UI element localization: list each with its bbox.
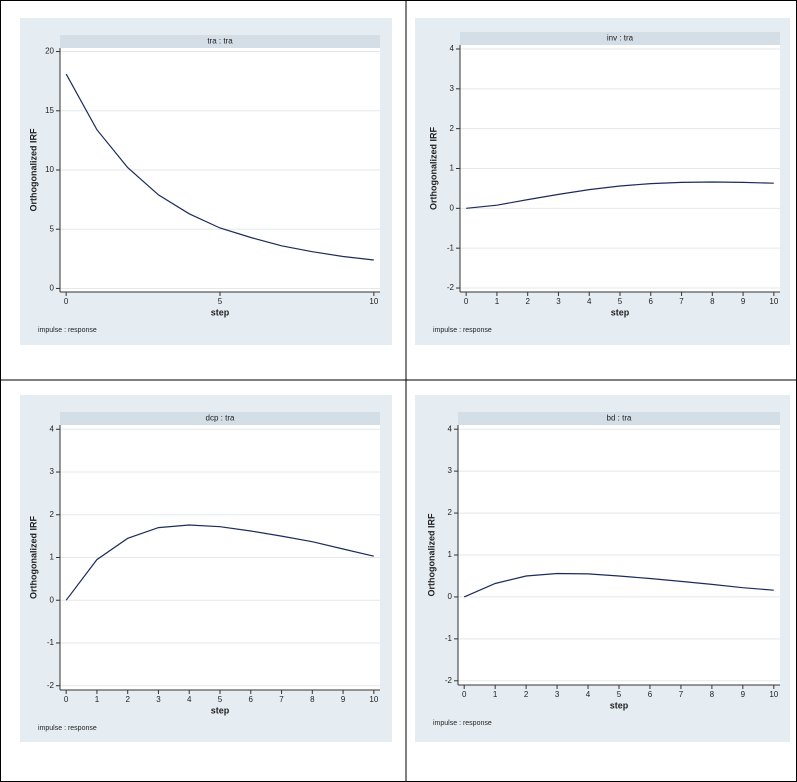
x-tick-label: 7 <box>679 297 684 306</box>
x-tick-label: 4 <box>187 695 192 704</box>
x-tick-label: 2 <box>125 695 130 704</box>
x-tick-label: 6 <box>648 690 653 699</box>
y-tick-label: 3 <box>50 467 55 476</box>
x-tick-label: 4 <box>587 297 592 306</box>
y-tick-label: -2 <box>447 283 455 292</box>
x-tick-label: 5 <box>218 695 223 704</box>
y-tick-label: -1 <box>445 634 453 643</box>
y-axis-label: Orthogonalized IRF <box>426 513 436 596</box>
y-tick-label: 2 <box>448 508 453 517</box>
x-tick-label: 7 <box>679 690 684 699</box>
x-tick-label: 5 <box>617 690 622 699</box>
note: impulse : response <box>433 327 492 334</box>
x-tick-label: 1 <box>95 695 100 704</box>
x-tick-label: 8 <box>310 695 315 704</box>
x-tick-label: 0 <box>64 695 69 704</box>
panel-title: dcp : tra <box>206 414 235 423</box>
panel-title: bd : tra <box>607 414 632 423</box>
y-tick-label: -1 <box>47 638 55 647</box>
y-tick-label: 1 <box>450 164 455 173</box>
x-tick-label: 6 <box>249 695 254 704</box>
y-tick-label: 3 <box>448 466 453 475</box>
x-axis-label: step <box>211 307 230 317</box>
y-axis-label: Orthogonalized IRF <box>28 516 38 599</box>
x-tick-label: 2 <box>525 297 530 306</box>
x-axis-label: step <box>211 705 230 715</box>
x-tick-label: 9 <box>741 297 746 306</box>
x-tick-label: 8 <box>710 297 715 306</box>
x-tick-label: 0 <box>464 297 469 306</box>
y-tick-label: -1 <box>447 243 455 252</box>
x-tick-label: 5 <box>618 297 623 306</box>
y-axis-label: Orthogonalized IRF <box>28 128 38 211</box>
x-tick-label: 4 <box>586 690 591 699</box>
x-tick-label: 3 <box>556 297 561 306</box>
y-tick-label: 2 <box>450 124 455 133</box>
x-tick-label: 0 <box>64 297 69 306</box>
figure: tra : tra051015200510stepOrthogonalized … <box>0 0 797 782</box>
x-tick-label: 3 <box>156 695 161 704</box>
x-tick-label: 7 <box>279 695 284 704</box>
x-tick-label: 9 <box>741 690 746 699</box>
y-tick-label: 0 <box>450 203 455 212</box>
x-tick-label: 3 <box>555 690 560 699</box>
x-tick-label: 10 <box>369 297 378 306</box>
note: impulse : response <box>38 327 97 334</box>
y-tick-label: 4 <box>50 424 55 433</box>
y-tick-label: -2 <box>445 676 453 685</box>
x-tick-label: 10 <box>769 690 778 699</box>
y-axis-label: Orthogonalized IRF <box>428 127 438 210</box>
y-tick-label: 4 <box>448 424 453 433</box>
x-tick-label: 8 <box>710 690 715 699</box>
x-tick-label: 5 <box>218 297 223 306</box>
note: impulse : response <box>38 725 97 732</box>
y-tick-label: 2 <box>50 510 55 519</box>
x-tick-label: 2 <box>524 690 529 699</box>
y-tick-label: 3 <box>450 84 455 93</box>
y-tick-label: -2 <box>47 681 55 690</box>
y-tick-label: 5 <box>50 224 55 233</box>
y-tick-label: 1 <box>50 553 55 562</box>
y-tick-label: 15 <box>45 106 54 115</box>
x-tick-label: 9 <box>341 695 346 704</box>
x-tick-label: 0 <box>462 690 467 699</box>
note: impulse : response <box>433 720 492 727</box>
y-tick-label: 20 <box>45 47 54 56</box>
x-tick-label: 1 <box>495 297 500 306</box>
y-tick-label: 0 <box>50 595 55 604</box>
panel-title: inv : tra <box>607 34 634 43</box>
y-tick-label: 0 <box>448 592 453 601</box>
x-axis-label: step <box>610 700 629 710</box>
x-axis-label: step <box>611 307 630 317</box>
x-tick-label: 10 <box>369 695 378 704</box>
y-tick-label: 1 <box>448 550 453 559</box>
panel-title: tra : tra <box>207 37 233 46</box>
y-tick-label: 4 <box>450 44 455 53</box>
y-tick-label: 0 <box>50 284 55 293</box>
x-tick-label: 1 <box>493 690 498 699</box>
x-tick-label: 10 <box>769 297 778 306</box>
y-tick-label: 10 <box>45 165 54 174</box>
x-tick-label: 6 <box>649 297 654 306</box>
